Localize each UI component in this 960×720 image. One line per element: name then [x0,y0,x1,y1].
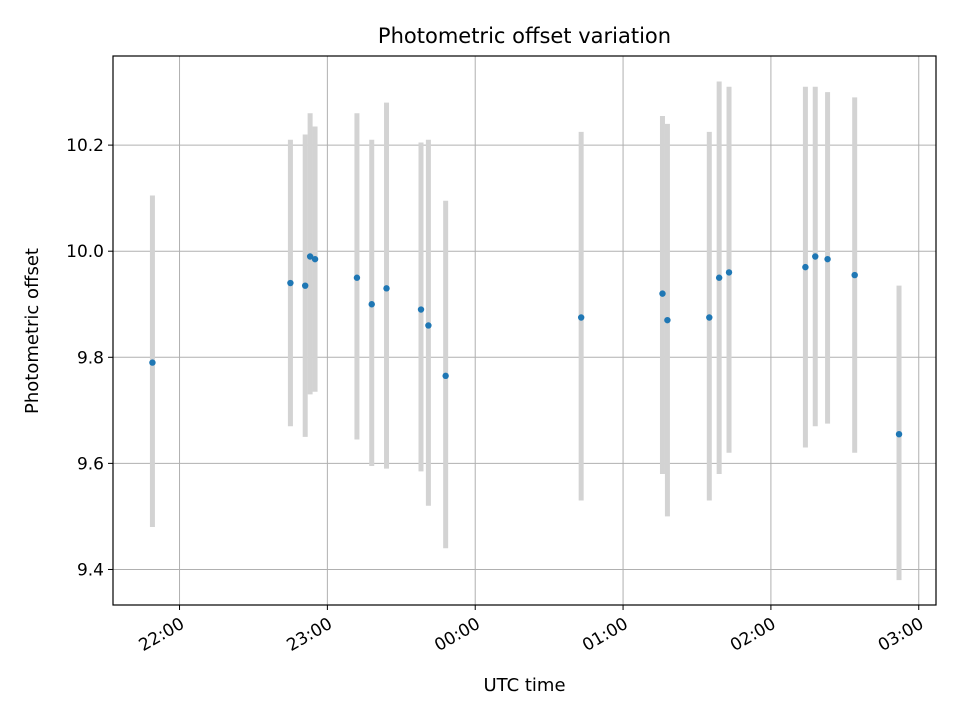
y-tick-label: 9.6 [77,454,104,474]
data-point [353,274,361,281]
data-point [725,269,733,276]
data-point [287,279,294,287]
plot-frame [112,55,937,606]
chart-title: Photometric offset variation [378,24,671,48]
y-axis: 9.4 9.6 9.8 10.0 10.2 [66,136,113,580]
data-point [659,290,666,297]
data-point [383,285,390,292]
data-point [368,301,375,308]
data-point [812,253,819,260]
grid [113,56,936,605]
data-point [306,253,314,260]
data-point [802,263,809,271]
data-point [706,314,713,321]
data-point [895,431,903,438]
data-points [149,253,903,438]
y-tick-label: 9.4 [77,560,104,580]
data-point [577,314,585,321]
data-point [149,359,156,366]
data-point [664,316,671,324]
data-point [824,255,831,263]
y-tick-label: 10.0 [66,242,104,262]
y-tick-label: 9.8 [77,348,104,368]
x-axis-title: UTC time [483,675,565,696]
data-point [851,271,858,279]
y-tick-label: 10.2 [66,136,104,156]
data-point [301,282,309,289]
y-axis-title: Photometric offset [22,248,43,414]
data-point [425,322,432,329]
data-point [311,255,319,263]
data-point [715,274,723,281]
data-point [417,306,425,313]
data-point [442,372,449,380]
